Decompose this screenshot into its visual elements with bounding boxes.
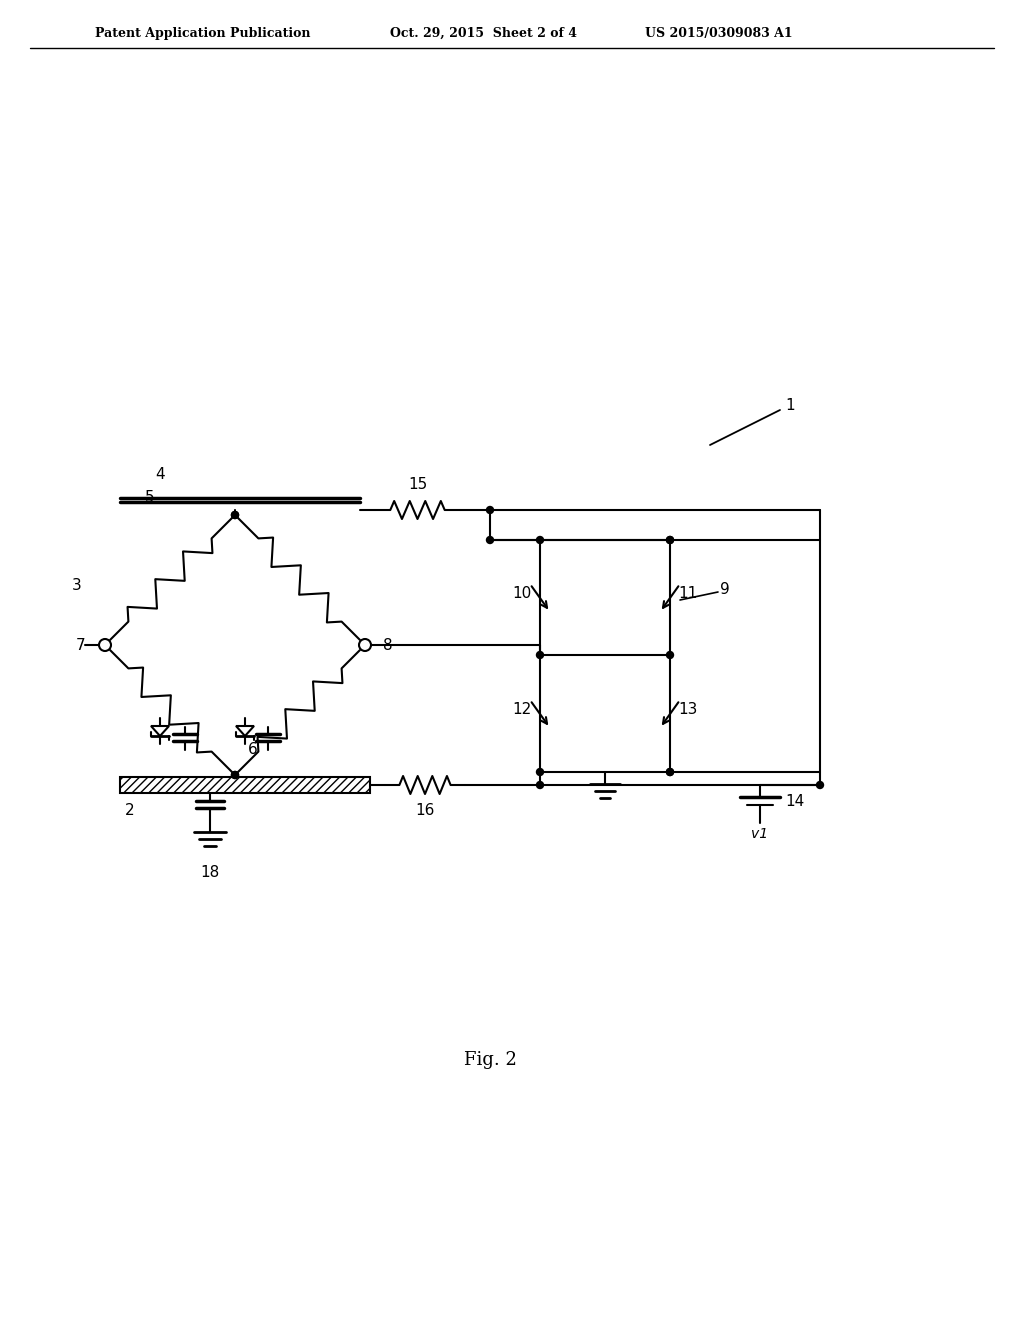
Circle shape (359, 639, 371, 651)
Text: 3: 3 (73, 578, 82, 593)
Text: 12: 12 (513, 701, 532, 717)
Text: 7: 7 (76, 638, 85, 652)
Text: US 2015/0309083 A1: US 2015/0309083 A1 (645, 26, 793, 40)
Text: 18: 18 (201, 865, 219, 880)
Text: 2: 2 (125, 803, 134, 818)
Circle shape (667, 536, 674, 544)
Text: Fig. 2: Fig. 2 (464, 1051, 516, 1069)
Circle shape (667, 768, 674, 776)
Text: 10: 10 (513, 586, 532, 601)
Bar (120, 777, 370, 793)
Text: v1: v1 (752, 828, 769, 841)
Text: 16: 16 (416, 803, 434, 818)
Text: Oct. 29, 2015  Sheet 2 of 4: Oct. 29, 2015 Sheet 2 of 4 (390, 26, 577, 40)
Circle shape (486, 536, 494, 544)
Circle shape (231, 771, 239, 779)
Text: 9: 9 (720, 582, 730, 598)
Circle shape (486, 507, 494, 513)
Text: 8: 8 (383, 638, 392, 652)
Text: 5: 5 (145, 491, 155, 506)
Circle shape (231, 511, 239, 519)
Circle shape (231, 771, 239, 779)
Text: 14: 14 (785, 793, 804, 808)
Circle shape (537, 768, 544, 776)
Circle shape (537, 781, 544, 788)
Circle shape (537, 536, 544, 544)
Circle shape (667, 652, 674, 659)
Circle shape (537, 652, 544, 659)
Circle shape (667, 768, 674, 776)
Text: Patent Application Publication: Patent Application Publication (95, 26, 310, 40)
Text: 15: 15 (408, 477, 427, 492)
Circle shape (667, 536, 674, 544)
Text: 1: 1 (785, 397, 795, 412)
Circle shape (231, 511, 239, 519)
Text: 11: 11 (678, 586, 697, 601)
Text: 6: 6 (248, 742, 258, 758)
Text: 4: 4 (156, 467, 165, 482)
Circle shape (816, 781, 823, 788)
Text: 13: 13 (678, 701, 697, 717)
Circle shape (99, 639, 111, 651)
